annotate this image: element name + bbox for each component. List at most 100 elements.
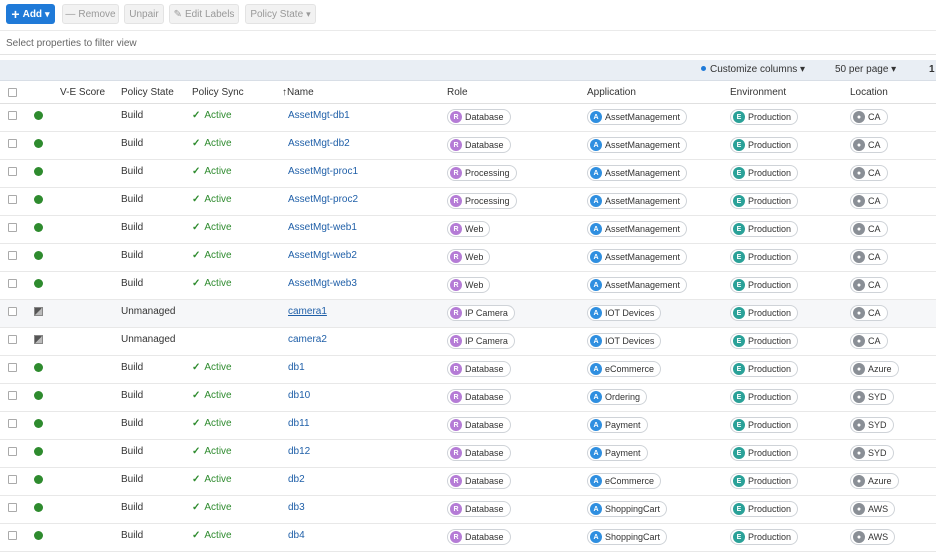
workload-name-link[interactable]: AssetMgt-db2 bbox=[288, 138, 350, 149]
unpair-button-label: Unpair bbox=[129, 8, 159, 20]
table-row[interactable]: Unmanaged camera1 R IP Camera A IOT Devices E P… bbox=[0, 300, 936, 328]
table-row[interactable]: Build ✓ Active AssetMgt-proc1 R Processing A As… bbox=[0, 160, 936, 188]
workload-name-link[interactable]: AssetMgt-web2 bbox=[288, 250, 357, 261]
row-checkbox[interactable] bbox=[8, 419, 17, 428]
table-row[interactable]: Build ✓ Active db10 R Database A Ordering E Produ… bbox=[0, 384, 936, 412]
table-row[interactable]: Build ✓ Active AssetMgt-db1 R Database A AssetM… bbox=[0, 104, 936, 132]
row-checkbox[interactable] bbox=[8, 531, 17, 540]
select-all-checkbox[interactable] bbox=[8, 88, 17, 97]
role-label-text: Database bbox=[465, 112, 504, 122]
workload-name-link[interactable]: AssetMgt-web1 bbox=[288, 222, 357, 233]
role-label-tag: R Database bbox=[447, 109, 511, 125]
policy-sync-cell: ✓ Active bbox=[192, 474, 232, 485]
row-checkbox[interactable] bbox=[8, 223, 17, 232]
policy-sync-label: Active bbox=[204, 166, 232, 177]
add-button[interactable]: + Add ▾ bbox=[6, 4, 55, 24]
edit-labels-button[interactable]: ✎ Edit Labels bbox=[169, 4, 239, 24]
column-header-name[interactable]: ↑Name bbox=[282, 87, 314, 98]
row-checkbox[interactable] bbox=[8, 447, 17, 456]
role-icon: R bbox=[450, 195, 462, 207]
row-checkbox[interactable] bbox=[8, 139, 17, 148]
role-label-text: Database bbox=[465, 392, 504, 402]
environment-icon: E bbox=[733, 251, 745, 263]
environment-label-text: Production bbox=[748, 252, 792, 262]
application-label-tag: A AssetManagement bbox=[587, 221, 688, 237]
row-checkbox[interactable] bbox=[8, 391, 17, 400]
workload-name-link[interactable]: db4 bbox=[288, 530, 305, 541]
row-checkbox[interactable] bbox=[8, 195, 17, 204]
page-number[interactable]: 1 bbox=[929, 64, 935, 75]
workload-name-link[interactable]: AssetMgt-db1 bbox=[288, 110, 350, 121]
location-pin-icon: ● bbox=[853, 531, 865, 543]
column-header-application[interactable]: Application bbox=[587, 87, 636, 98]
row-checkbox[interactable] bbox=[8, 307, 17, 316]
customize-columns-button[interactable]: Customize columns ▾ bbox=[701, 64, 805, 75]
workload-name-link[interactable]: db1 bbox=[288, 362, 305, 373]
remove-button[interactable]: — Remove bbox=[62, 4, 119, 24]
policy-state-cell: Build bbox=[121, 194, 144, 205]
row-checkbox[interactable] bbox=[8, 167, 17, 176]
workload-name-link[interactable]: db12 bbox=[288, 446, 311, 457]
policy-sync-cell: ✓ Active bbox=[192, 138, 232, 149]
policy-sync-label: Active bbox=[204, 418, 232, 429]
status-online-icon bbox=[34, 531, 43, 540]
row-checkbox[interactable] bbox=[8, 503, 17, 512]
workload-name-link[interactable]: AssetMgt-proc2 bbox=[288, 194, 359, 205]
table-row[interactable]: Build ✓ Active AssetMgt-web3 R Web A AssetManag… bbox=[0, 272, 936, 300]
environment-label-tag: E Production bbox=[730, 361, 799, 377]
workload-name-link[interactable]: camera2 bbox=[288, 334, 327, 345]
per-page-dropdown[interactable]: 50 per page ▾ bbox=[835, 64, 896, 75]
table-row[interactable]: Build ✓ Active db11 R Database A Payment E Produc… bbox=[0, 412, 936, 440]
remove-button-label: Remove bbox=[78, 8, 116, 20]
row-checkbox[interactable] bbox=[8, 279, 17, 288]
table-row[interactable]: Build ✓ Active db3 R Database A ShoppingCart E Pr… bbox=[0, 496, 936, 524]
workload-name-link[interactable]: db3 bbox=[288, 502, 305, 513]
location-pin-icon: ● bbox=[853, 111, 865, 123]
workload-name-link[interactable]: db11 bbox=[288, 418, 310, 429]
filter-bar bbox=[0, 30, 936, 55]
table-row[interactable]: Build ✓ Active AssetMgt-web1 R Web A AssetManag… bbox=[0, 216, 936, 244]
application-label-tag: A AssetManagement bbox=[587, 165, 688, 181]
row-checkbox[interactable] bbox=[8, 335, 17, 344]
table-row[interactable]: Build ✓ Active AssetMgt-db2 R Database A AssetM… bbox=[0, 132, 936, 160]
status-online-icon bbox=[34, 139, 43, 148]
column-header-ve-score[interactable]: V-E Score bbox=[60, 87, 106, 98]
column-header-location[interactable]: Location bbox=[850, 87, 888, 98]
row-checkbox[interactable] bbox=[8, 251, 17, 260]
table-row[interactable]: Build ✓ Active db4 R Database A ShoppingCart E Pr… bbox=[0, 524, 936, 552]
row-checkbox[interactable] bbox=[8, 363, 17, 372]
table-row[interactable]: Build ✓ Active db12 R Database A Payment E Produc… bbox=[0, 440, 936, 468]
role-icon: R bbox=[450, 307, 462, 319]
status-online-icon bbox=[34, 111, 43, 120]
application-label-tag: A Ordering bbox=[587, 389, 648, 405]
policy-sync-label: Active bbox=[204, 222, 232, 233]
workload-name-link[interactable]: AssetMgt-proc1 bbox=[288, 166, 359, 177]
environment-label-tag: E Production bbox=[730, 165, 799, 181]
filter-input[interactable] bbox=[6, 34, 926, 52]
workload-name-link[interactable]: AssetMgt-web3 bbox=[288, 278, 357, 289]
chevron-down-icon: ▾ bbox=[45, 8, 50, 19]
unpair-button[interactable]: Unpair bbox=[124, 4, 164, 24]
column-header-policy-sync[interactable]: Policy Sync bbox=[192, 87, 244, 98]
environment-icon: E bbox=[733, 223, 745, 235]
column-header-policy-state[interactable]: Policy State bbox=[121, 87, 174, 98]
environment-label-text: Production bbox=[748, 392, 792, 402]
workload-name-link[interactable]: db10 bbox=[288, 390, 311, 401]
application-label-tag: A AssetManagement bbox=[587, 193, 688, 209]
table-row[interactable]: Build ✓ Active AssetMgt-web2 R Web A AssetManag… bbox=[0, 244, 936, 272]
column-header-role[interactable]: Role bbox=[447, 87, 468, 98]
table-row[interactable]: Unmanaged camera2 R IP Camera A IOT Devices E P… bbox=[0, 328, 936, 356]
workload-name-link[interactable]: db2 bbox=[288, 474, 305, 485]
role-label-text: Processing bbox=[465, 196, 510, 206]
workload-name-link[interactable]: camera1 bbox=[288, 306, 327, 317]
column-header-environment[interactable]: Environment bbox=[730, 87, 787, 98]
status-online-icon bbox=[34, 391, 43, 400]
application-label-text: AssetManagement bbox=[605, 196, 681, 206]
row-checkbox[interactable] bbox=[8, 111, 17, 120]
policy-state-dropdown[interactable]: Policy State ▾ bbox=[245, 4, 316, 24]
table-row[interactable]: Build ✓ Active AssetMgt-proc2 R Processing A As… bbox=[0, 188, 936, 216]
row-checkbox[interactable] bbox=[8, 475, 17, 484]
